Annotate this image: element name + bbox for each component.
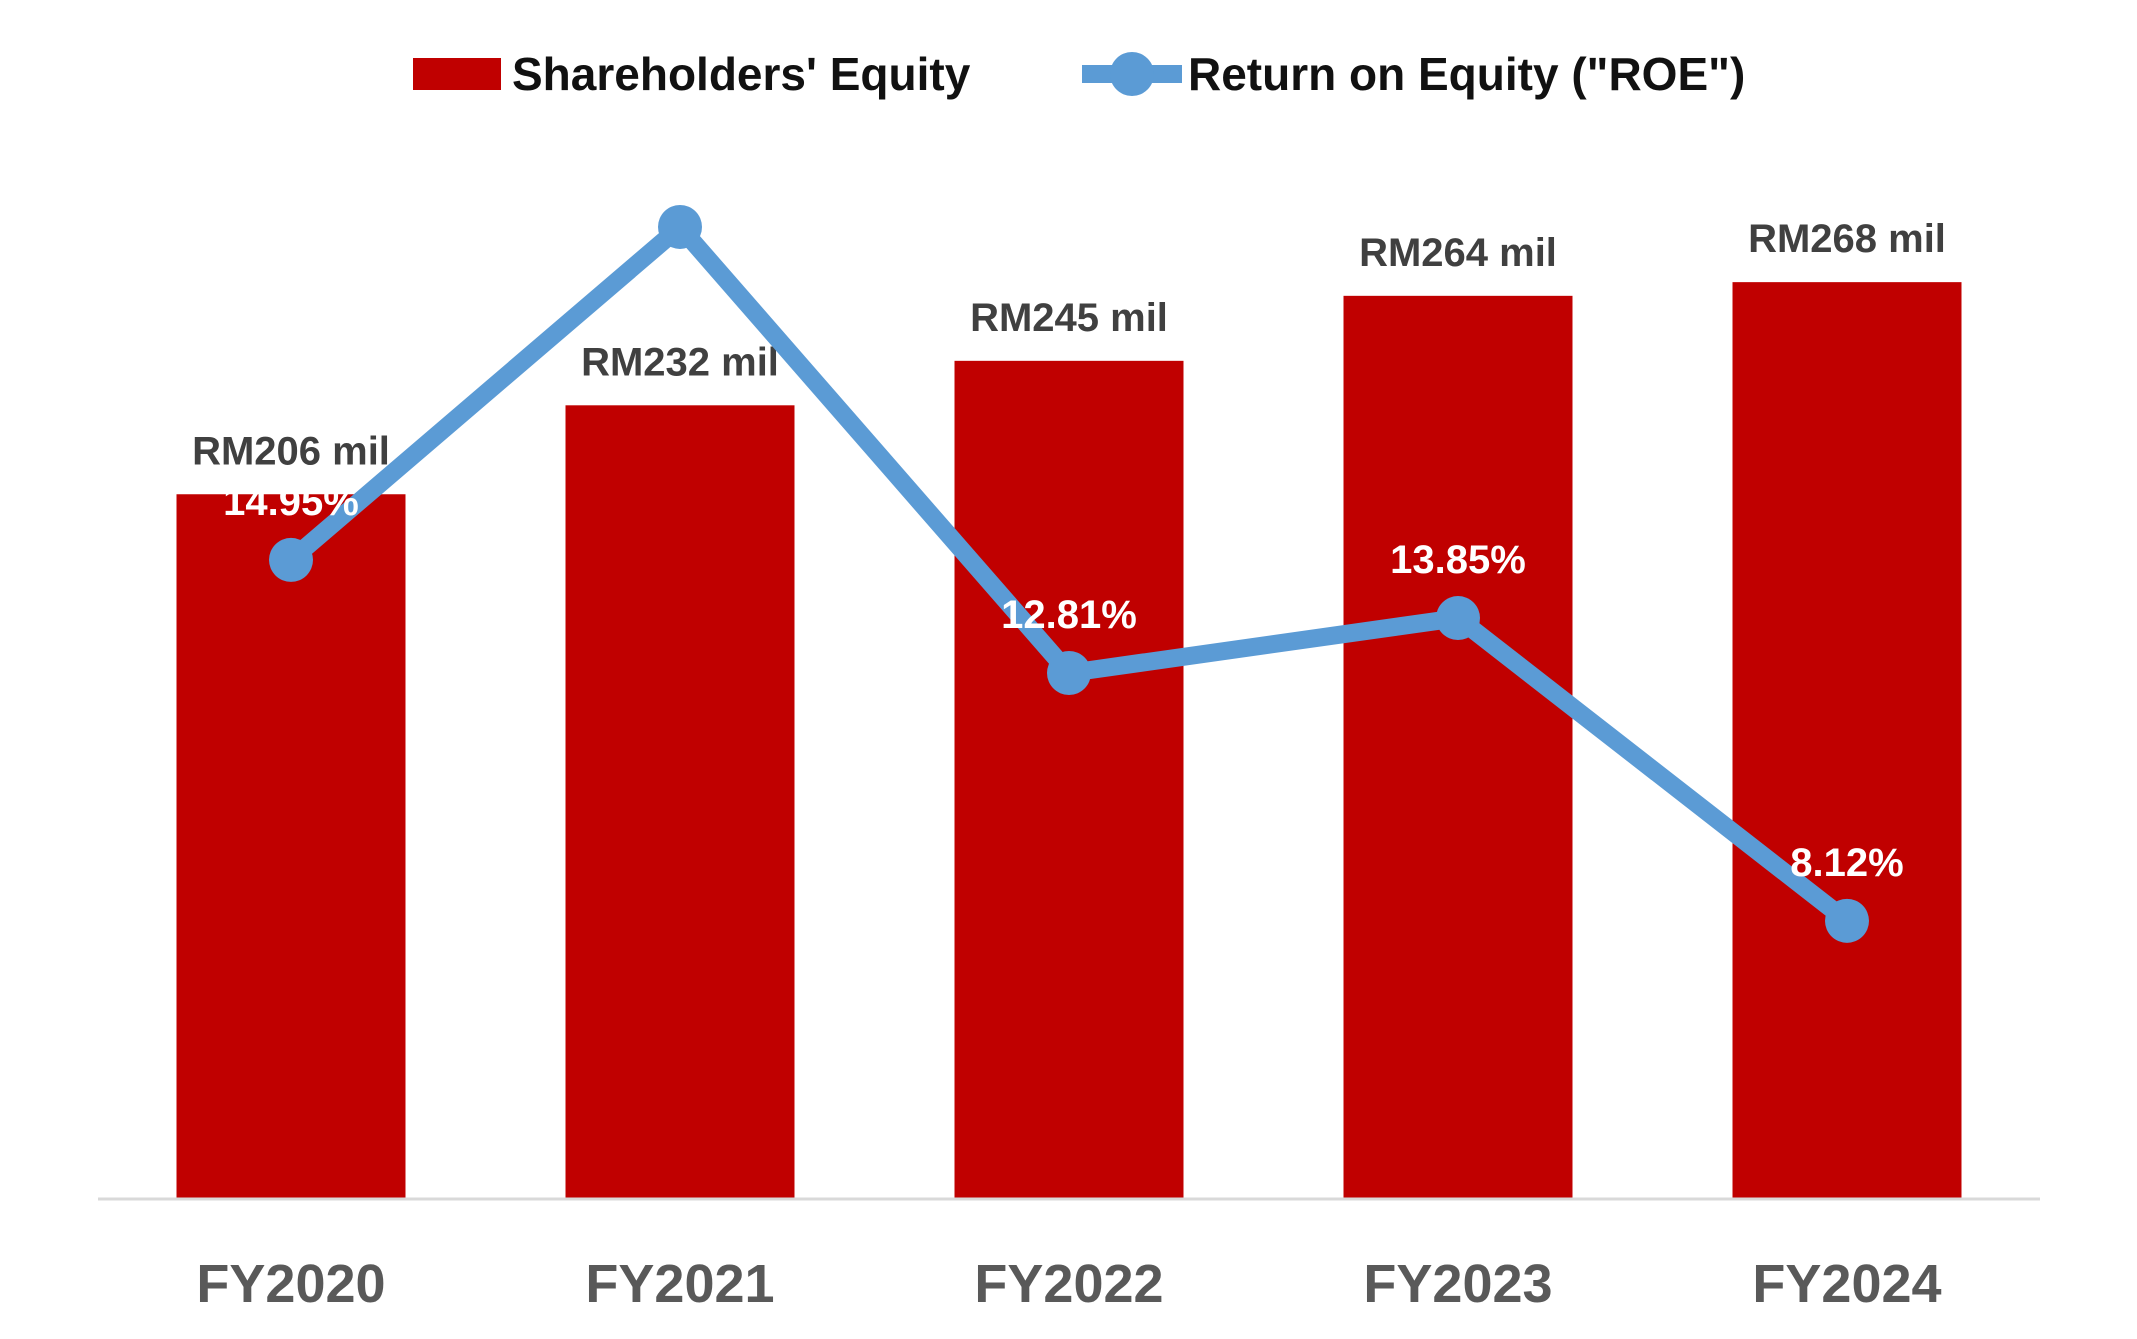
bar-label-fy2022: RM245 mil: [970, 296, 1168, 340]
roe-point-fy2022: [1047, 650, 1091, 695]
roe-label-fy2024: 8.12%: [1790, 841, 1903, 885]
roe-label-fy2022: 12.81%: [1001, 593, 1137, 637]
tick-label-fy2020: FY2020: [196, 1254, 385, 1314]
tick-label-fy2024: FY2024: [1752, 1254, 1941, 1314]
tick-label-fy2021: FY2021: [585, 1254, 774, 1314]
roe-labels-layer: 14.95% 21.25% 12.81% 13.85% 8.12%: [223, 147, 1904, 885]
bar-labels-layer: RM206 mil RM232 mil RM245 mil RM264 mil RM26…: [192, 217, 1946, 473]
bar-fy2024: [1732, 282, 1962, 1199]
legend-label-roe: Return on Equity ("ROE"): [1188, 48, 1745, 100]
roe-label-fy2021: 21.25%: [612, 147, 748, 191]
bar-fy2022: [954, 360, 1184, 1199]
bar-label-fy2023: RM264 mil: [1359, 231, 1557, 275]
roe-label-fy2023: 13.85%: [1390, 538, 1526, 582]
tick-label-fy2022: FY2022: [974, 1254, 1163, 1314]
bar-fy2023: [1343, 295, 1573, 1199]
bar-label-fy2024: RM268 mil: [1748, 217, 1946, 261]
bar-fy2020: [176, 494, 406, 1199]
bar-fy2021: [565, 405, 795, 1199]
bar-label-fy2020: RM206 mil: [192, 429, 390, 473]
legend: Shareholders' Equity Return on Equity ("…: [413, 48, 1745, 100]
x-axis-tick-labels: FY2020 FY2021 FY2022 FY2023 FY2024: [196, 1254, 1941, 1314]
bar-label-fy2021: RM232 mil: [581, 340, 779, 384]
legend-swatch-roe-marker: [1110, 52, 1154, 96]
roe-point-fy2024: [1825, 898, 1869, 943]
roe-label-fy2020: 14.95%: [223, 480, 359, 524]
legend-label-equity: Shareholders' Equity: [512, 48, 971, 100]
tick-label-fy2023: FY2023: [1363, 1254, 1552, 1314]
roe-point-fy2021: [658, 204, 702, 249]
roe-line-layer: [269, 204, 1869, 943]
bars-layer: [176, 282, 1962, 1199]
roe-point-fy2020: [269, 537, 313, 582]
roe-point-fy2023: [1436, 596, 1480, 641]
legend-swatch-equity: [413, 58, 501, 90]
